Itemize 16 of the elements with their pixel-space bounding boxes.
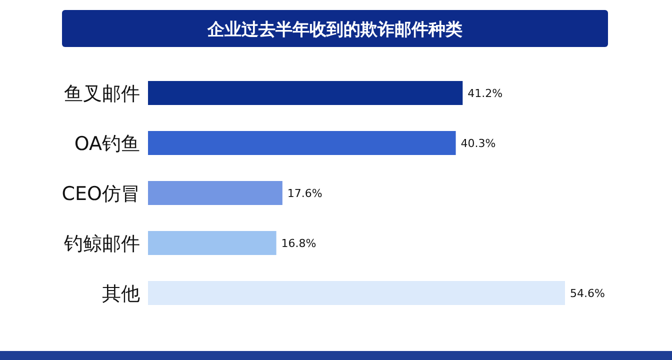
data-label: 17.6% [287,187,322,200]
y-tick-label: 鱼叉邮件 [64,83,140,105]
bar [148,181,282,205]
bar [148,231,276,255]
chart-title: 企业过去半年收到的欺诈邮件种类 [206,20,462,40]
y-tick-label: 钓鲸邮件 [63,233,140,255]
data-label: 40.3% [460,137,496,150]
data-label: 16.8% [281,237,316,250]
bar [148,281,565,305]
bar [148,131,456,155]
data-label: 41.2% [468,87,503,100]
y-tick-label: CEO仿冒 [62,183,140,205]
y-tick-label: 其他 [102,283,140,305]
bar [148,81,463,105]
y-tick-label: OA钓鱼 [74,133,140,155]
data-label: 54.6% [570,287,605,300]
